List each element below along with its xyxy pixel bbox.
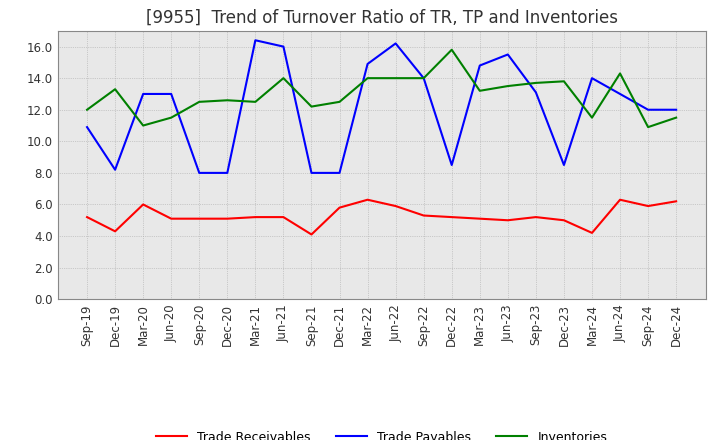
Trade Receivables (559, 218, 568, 223)
Trade Receivables (391, 203, 400, 209)
Inventories (559, 79, 568, 84)
Inventories (531, 80, 540, 85)
Trade Receivables (672, 199, 680, 204)
Trade Payables (672, 107, 680, 112)
Inventories (307, 104, 316, 109)
Legend: Trade Receivables, Trade Payables, Inventories: Trade Receivables, Trade Payables, Inven… (151, 425, 612, 440)
Trade Receivables (475, 216, 484, 221)
Trade Payables (531, 90, 540, 95)
Trade Payables (83, 125, 91, 130)
Trade Payables (419, 76, 428, 81)
Trade Payables (364, 61, 372, 66)
Trade Receivables (644, 203, 652, 209)
Inventories (616, 71, 624, 76)
Trade Payables (447, 162, 456, 168)
Trade Receivables (279, 214, 288, 220)
Trade Payables (111, 167, 120, 172)
Trade Payables (307, 170, 316, 176)
Trade Payables (644, 107, 652, 112)
Inventories (419, 76, 428, 81)
Trade Payables (336, 170, 344, 176)
Trade Payables (223, 170, 232, 176)
Inventories (588, 115, 596, 120)
Trade Payables (139, 92, 148, 97)
Trade Payables (616, 92, 624, 97)
Trade Receivables (167, 216, 176, 221)
Trade Receivables (419, 213, 428, 218)
Trade Receivables (503, 218, 512, 223)
Trade Payables (588, 76, 596, 81)
Inventories (364, 76, 372, 81)
Inventories (644, 125, 652, 130)
Trade Payables (251, 38, 260, 43)
Trade Receivables (139, 202, 148, 207)
Trade Receivables (111, 229, 120, 234)
Trade Payables (195, 170, 204, 176)
Inventories (167, 115, 176, 120)
Inventories (336, 99, 344, 104)
Trade Payables (559, 162, 568, 168)
Inventories (83, 107, 91, 112)
Inventories (223, 98, 232, 103)
Trade Payables (167, 92, 176, 97)
Trade Receivables (251, 214, 260, 220)
Inventories (447, 47, 456, 52)
Inventories (111, 87, 120, 92)
Trade Payables (391, 41, 400, 46)
Inventories (503, 84, 512, 89)
Inventories (475, 88, 484, 93)
Line: Trade Payables: Trade Payables (87, 40, 676, 173)
Inventories (251, 99, 260, 104)
Title: [9955]  Trend of Turnover Ratio of TR, TP and Inventories: [9955] Trend of Turnover Ratio of TR, TP… (145, 8, 618, 26)
Inventories (672, 115, 680, 120)
Trade Payables (279, 44, 288, 49)
Trade Payables (503, 52, 512, 57)
Inventories (139, 123, 148, 128)
Trade Receivables (447, 214, 456, 220)
Trade Receivables (195, 216, 204, 221)
Trade Receivables (531, 214, 540, 220)
Trade Receivables (336, 205, 344, 210)
Trade Receivables (223, 216, 232, 221)
Inventories (195, 99, 204, 104)
Inventories (391, 76, 400, 81)
Inventories (279, 76, 288, 81)
Trade Receivables (616, 197, 624, 202)
Line: Trade Receivables: Trade Receivables (87, 200, 676, 235)
Trade Payables (475, 63, 484, 68)
Trade Receivables (307, 232, 316, 237)
Trade Receivables (83, 214, 91, 220)
Line: Inventories: Inventories (87, 50, 676, 127)
Trade Receivables (588, 230, 596, 235)
Trade Receivables (364, 197, 372, 202)
